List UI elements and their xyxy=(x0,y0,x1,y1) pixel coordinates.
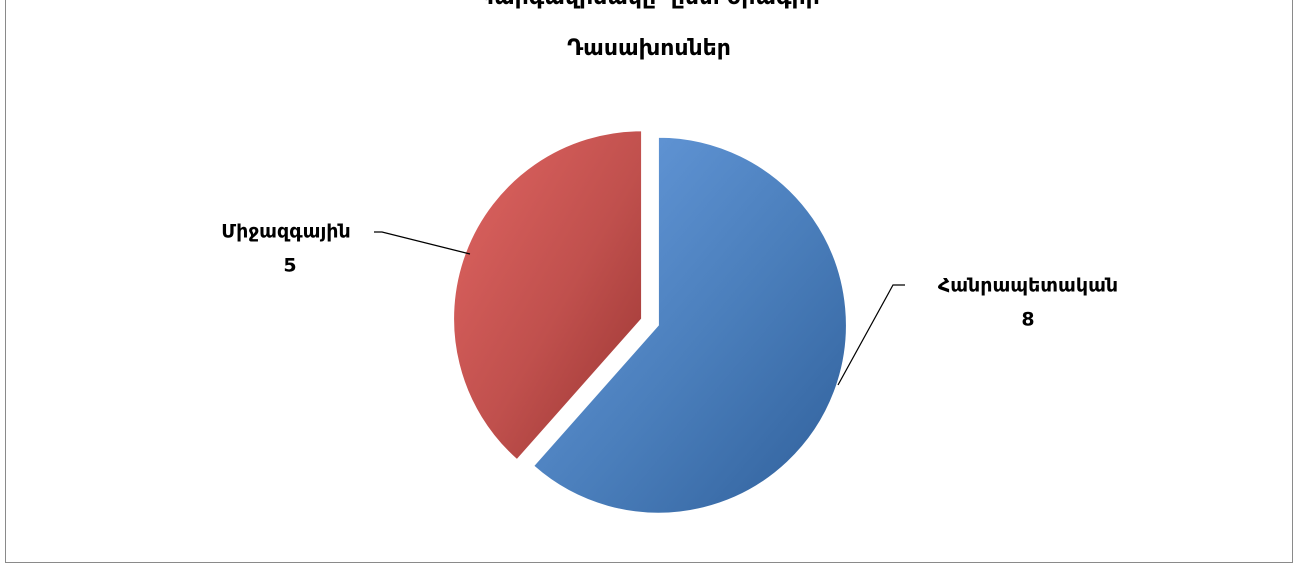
chart-title: Դասախոսներ xyxy=(567,36,731,61)
pie-slice-mijazgayin xyxy=(453,130,643,461)
leader-line xyxy=(837,284,905,386)
clipped-heading: Կարգավիճակը՝ ըստ ծրագրի xyxy=(6,0,1292,10)
data-label-category: Հանրապետական xyxy=(938,275,1118,297)
leader-line xyxy=(374,231,471,255)
data-label-value: 5 xyxy=(283,255,296,277)
data-label-category: Միջազգային xyxy=(221,221,350,243)
data-label-value: 8 xyxy=(1021,309,1034,331)
pie-slice-hanrapetakan xyxy=(533,136,847,514)
